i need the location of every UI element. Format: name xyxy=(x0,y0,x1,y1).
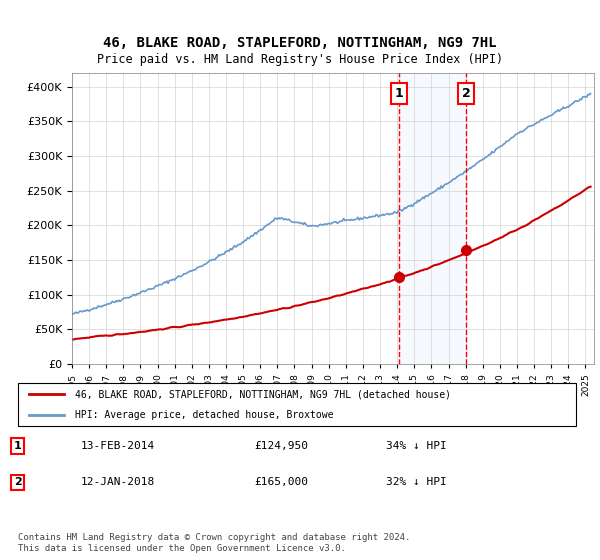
Text: £124,950: £124,950 xyxy=(254,441,308,451)
Text: 12-JAN-2018: 12-JAN-2018 xyxy=(81,477,155,487)
Text: Price paid vs. HM Land Registry's House Price Index (HPI): Price paid vs. HM Land Registry's House … xyxy=(97,53,503,66)
Text: 2: 2 xyxy=(14,477,22,487)
FancyBboxPatch shape xyxy=(18,383,577,426)
Text: HPI: Average price, detached house, Broxtowe: HPI: Average price, detached house, Brox… xyxy=(76,410,334,420)
Text: 2: 2 xyxy=(462,87,470,100)
Bar xyxy=(399,73,466,364)
Text: £165,000: £165,000 xyxy=(254,477,308,487)
Text: 34% ↓ HPI: 34% ↓ HPI xyxy=(386,441,447,451)
Text: Contains HM Land Registry data © Crown copyright and database right 2024.
This d: Contains HM Land Registry data © Crown c… xyxy=(18,533,410,553)
Text: 32% ↓ HPI: 32% ↓ HPI xyxy=(386,477,447,487)
Text: 46, BLAKE ROAD, STAPLEFORD, NOTTINGHAM, NG9 7HL: 46, BLAKE ROAD, STAPLEFORD, NOTTINGHAM, … xyxy=(103,36,497,50)
Text: 1: 1 xyxy=(395,87,403,100)
Text: 13-FEB-2014: 13-FEB-2014 xyxy=(81,441,155,451)
Text: 46, BLAKE ROAD, STAPLEFORD, NOTTINGHAM, NG9 7HL (detached house): 46, BLAKE ROAD, STAPLEFORD, NOTTINGHAM, … xyxy=(76,389,451,399)
Text: 1: 1 xyxy=(14,441,22,451)
